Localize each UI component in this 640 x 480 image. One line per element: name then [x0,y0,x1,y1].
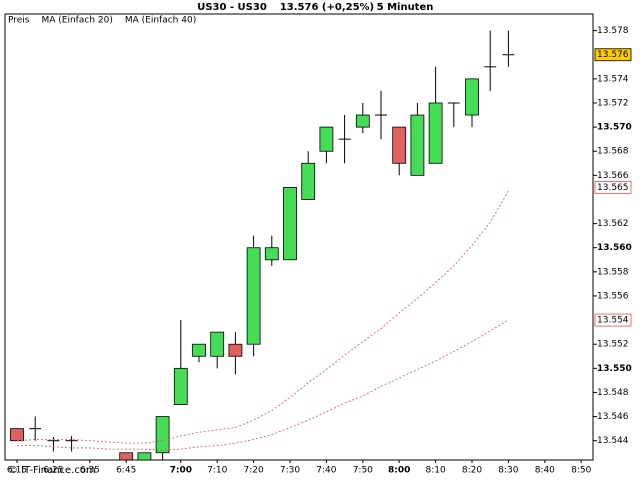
x-tick-label: 6:35 [80,466,100,476]
legend-entry: MA (Einfach 20) [42,16,113,26]
candle-body [210,331,225,357]
y-tick-label: 13.570 [597,123,632,133]
x-tick-label: 7:20 [243,466,263,476]
x-tick-label: 8:40 [535,466,555,476]
axis-marker-box [594,48,632,62]
axis-marker-label: 13.565 [597,183,629,193]
y-tick-label: 13.578 [597,26,629,36]
axis-marker-box [594,181,632,194]
y-tick-label: 13.552 [597,340,629,350]
x-tick-label: 7:10 [207,466,227,476]
x-tick-label: 8:10 [425,466,445,476]
candle-body [246,247,261,345]
candle-body [283,187,297,261]
x-tick-label: 8:20 [462,466,482,476]
y-tick-label: 13.568 [597,147,629,157]
legend-entry: MA (Einfach 40) [125,16,196,26]
x-tick-label: 6:15 [7,466,27,476]
y-tick-label: 13.556 [597,291,629,301]
y-tick-label: 13.566 [597,171,629,181]
chart-price: 13.576 (+0,25%) [280,2,374,13]
candle-body [319,126,334,152]
chart-interval: 5 Minuten [377,2,434,13]
axis-marker-label: 13.554 [597,316,629,326]
y-tick-label: 13.544 [597,436,629,446]
chart-title: US30 - US30 [197,2,267,13]
candle-body [410,114,425,176]
candle-body [301,162,316,200]
candle-body [428,102,443,164]
watermark: © IT-Finance.com [8,465,96,476]
axis-marker-box [594,313,632,327]
x-tick-label: 6:25 [43,466,63,476]
plot-frame [4,13,594,461]
candle-body [137,452,152,460]
x-tick-label: 7:40 [316,466,336,476]
y-tick-label: 13.550 [597,364,632,374]
candle-body [264,247,279,261]
y-tick-label: 13.548 [597,388,629,398]
x-tick-label: 8:30 [498,466,518,476]
x-tick-label: 8:00 [388,466,410,476]
legend-entry: Preis [8,16,30,26]
x-tick-label: 6:45 [116,466,136,476]
candle-body [173,367,188,405]
y-tick-label: 13.546 [597,412,629,422]
y-tick-label: 13.574 [597,74,629,84]
y-tick-label: 13.562 [597,219,629,229]
candle-body [465,78,479,116]
x-tick-label: 7:30 [280,466,300,476]
x-tick-label: 8:50 [571,466,591,476]
plot [10,30,515,460]
ma-line [16,190,509,444]
candle-body [192,343,206,357]
ma-line [17,319,509,451]
candle-body [119,452,134,460]
candle-body [10,428,24,442]
candle-body [392,126,407,164]
candle-body [155,416,170,454]
candle-body [228,343,243,357]
axis-marker-label: 13.576 [597,50,629,60]
y-tick-label: 13.572 [597,98,629,108]
y-tick-label: 13.558 [597,267,629,277]
x-tick-label: 7:00 [170,466,192,476]
candle-body [355,114,370,128]
x-tick-label: 7:50 [353,466,373,476]
y-tick-label: 13.560 [597,243,632,253]
